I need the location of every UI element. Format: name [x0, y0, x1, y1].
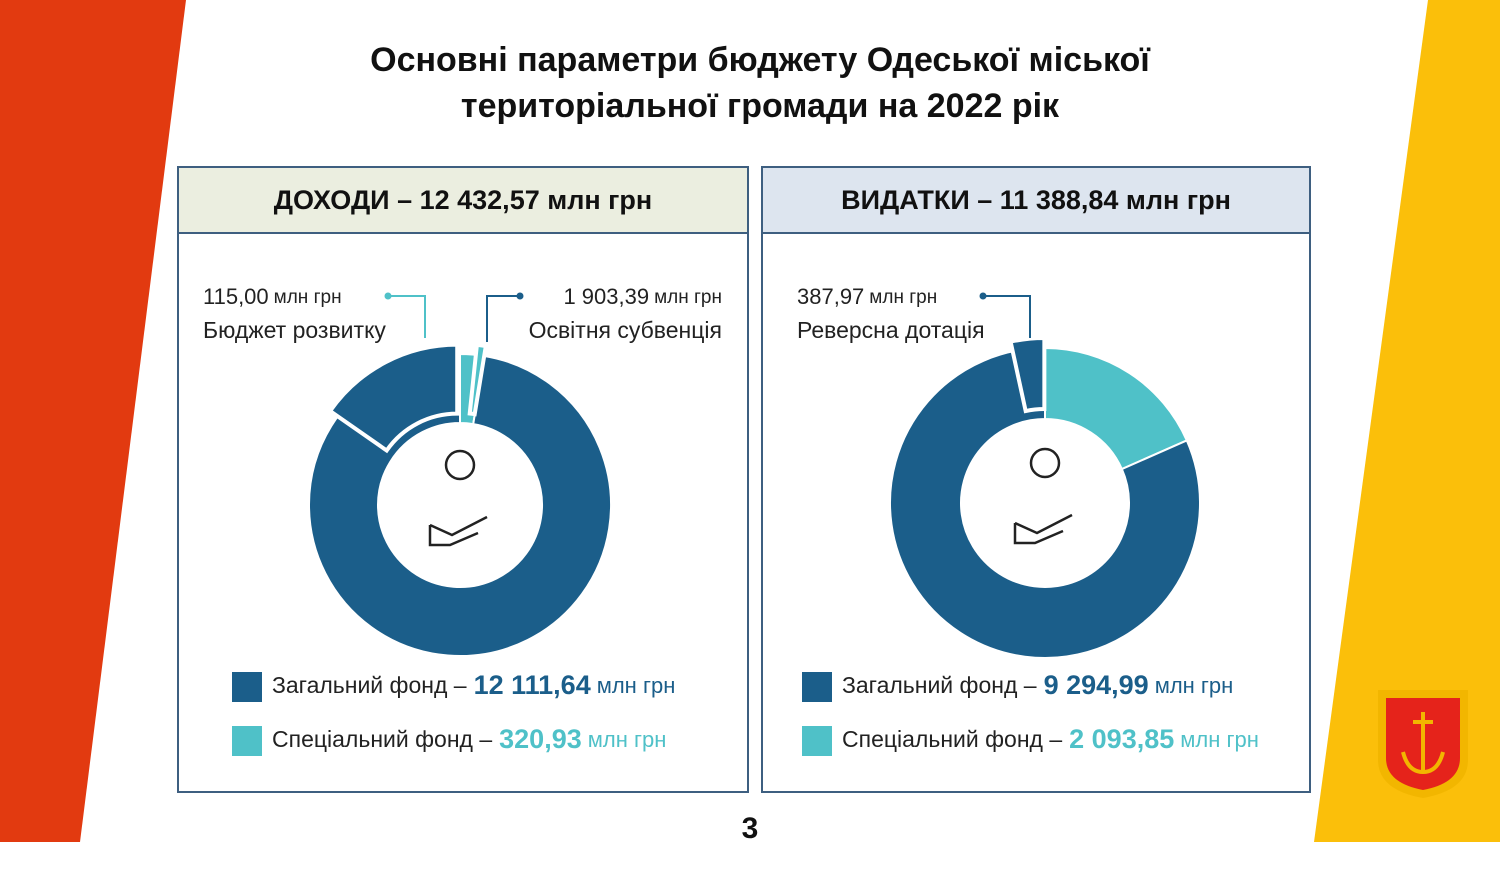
donut-segment [889, 346, 1201, 659]
highlight-segment [327, 342, 460, 454]
legend-value: 2 093,85 [1069, 724, 1174, 754]
legend-category: Загальний фонд – [272, 672, 467, 698]
annotation-text: Освітня субвенція [529, 317, 722, 343]
title-line: територіальної громади на 2022 рік [461, 87, 1060, 125]
center-icon-bag [1029, 447, 1061, 479]
legend-category: Спеціальний фонд – [272, 726, 492, 752]
annotation-number: 387,97 [797, 284, 864, 309]
legend-entry: Загальний фонд – 9 294,99 млн грн [842, 670, 1233, 700]
leader-line [486, 295, 520, 342]
legend-swatch [232, 726, 262, 756]
donut-segment [1044, 346, 1189, 471]
center-icon-hand [1013, 513, 1073, 545]
annotation-text: Реверсна дотація [797, 317, 985, 343]
legend-entry: Загальний фонд – 12 111,64 млн грн [272, 670, 675, 700]
legend-unit: млн грн [588, 727, 667, 752]
emblem-anchor [1401, 712, 1445, 775]
annotation-unit: млн грн [654, 287, 722, 308]
annotation-number: 1 903,39 [563, 284, 649, 309]
annotation-value: 1 903,39 млн грн [563, 284, 722, 309]
center-icon-bag [444, 449, 476, 481]
legend-swatch [802, 672, 832, 702]
annotation-value: 387,97 млн грн [797, 284, 937, 309]
panel [761, 166, 1311, 793]
panel-title: ДОХОДИ – 12 432,57 млн грн [274, 185, 652, 215]
annotation-text: Бюджет розвитку [203, 317, 386, 343]
highlight-segment [467, 342, 489, 417]
legend-value: 320,93 [499, 724, 582, 754]
center-icon-hand [428, 515, 488, 547]
panel-header [761, 166, 1311, 234]
legend-unit: млн грн [597, 673, 676, 698]
legend-unit: млн грн [1180, 727, 1259, 752]
annotation-unit: млн грн [274, 287, 342, 308]
panel-title: ВИДАТКИ – 11 388,84 млн грн [841, 185, 1231, 215]
legend-entry: Спеціальний фонд – 2 093,85 млн грн [842, 724, 1259, 754]
annotation-unit: млн грн [869, 287, 937, 308]
annotation-number: 115,00 [203, 284, 269, 309]
legend-value: 12 111,64 [474, 670, 591, 700]
legend-category: Загальний фонд – [842, 672, 1037, 698]
legend-swatch [802, 726, 832, 756]
city-emblem [1378, 690, 1468, 798]
leader-line [388, 295, 426, 338]
title-line: Основні параметри бюджету Одеської міськ… [370, 41, 1151, 79]
page-number: 3 [742, 812, 759, 845]
legend-swatch [232, 672, 262, 702]
yellow-stripe [1314, 0, 1500, 842]
leader-line [983, 295, 1031, 338]
highlight-segment [1008, 336, 1047, 414]
legend-entry: Спеціальний фонд – 320,93 млн грн [272, 724, 666, 754]
legend-category: Спеціальний фонд – [842, 726, 1062, 752]
legend-unit: млн грн [1155, 673, 1234, 698]
annotation-value: 115,00 млн грн [203, 284, 342, 309]
red-stripe [0, 0, 186, 842]
panel-header [177, 166, 749, 234]
legend-value: 9 294,99 [1044, 670, 1149, 700]
